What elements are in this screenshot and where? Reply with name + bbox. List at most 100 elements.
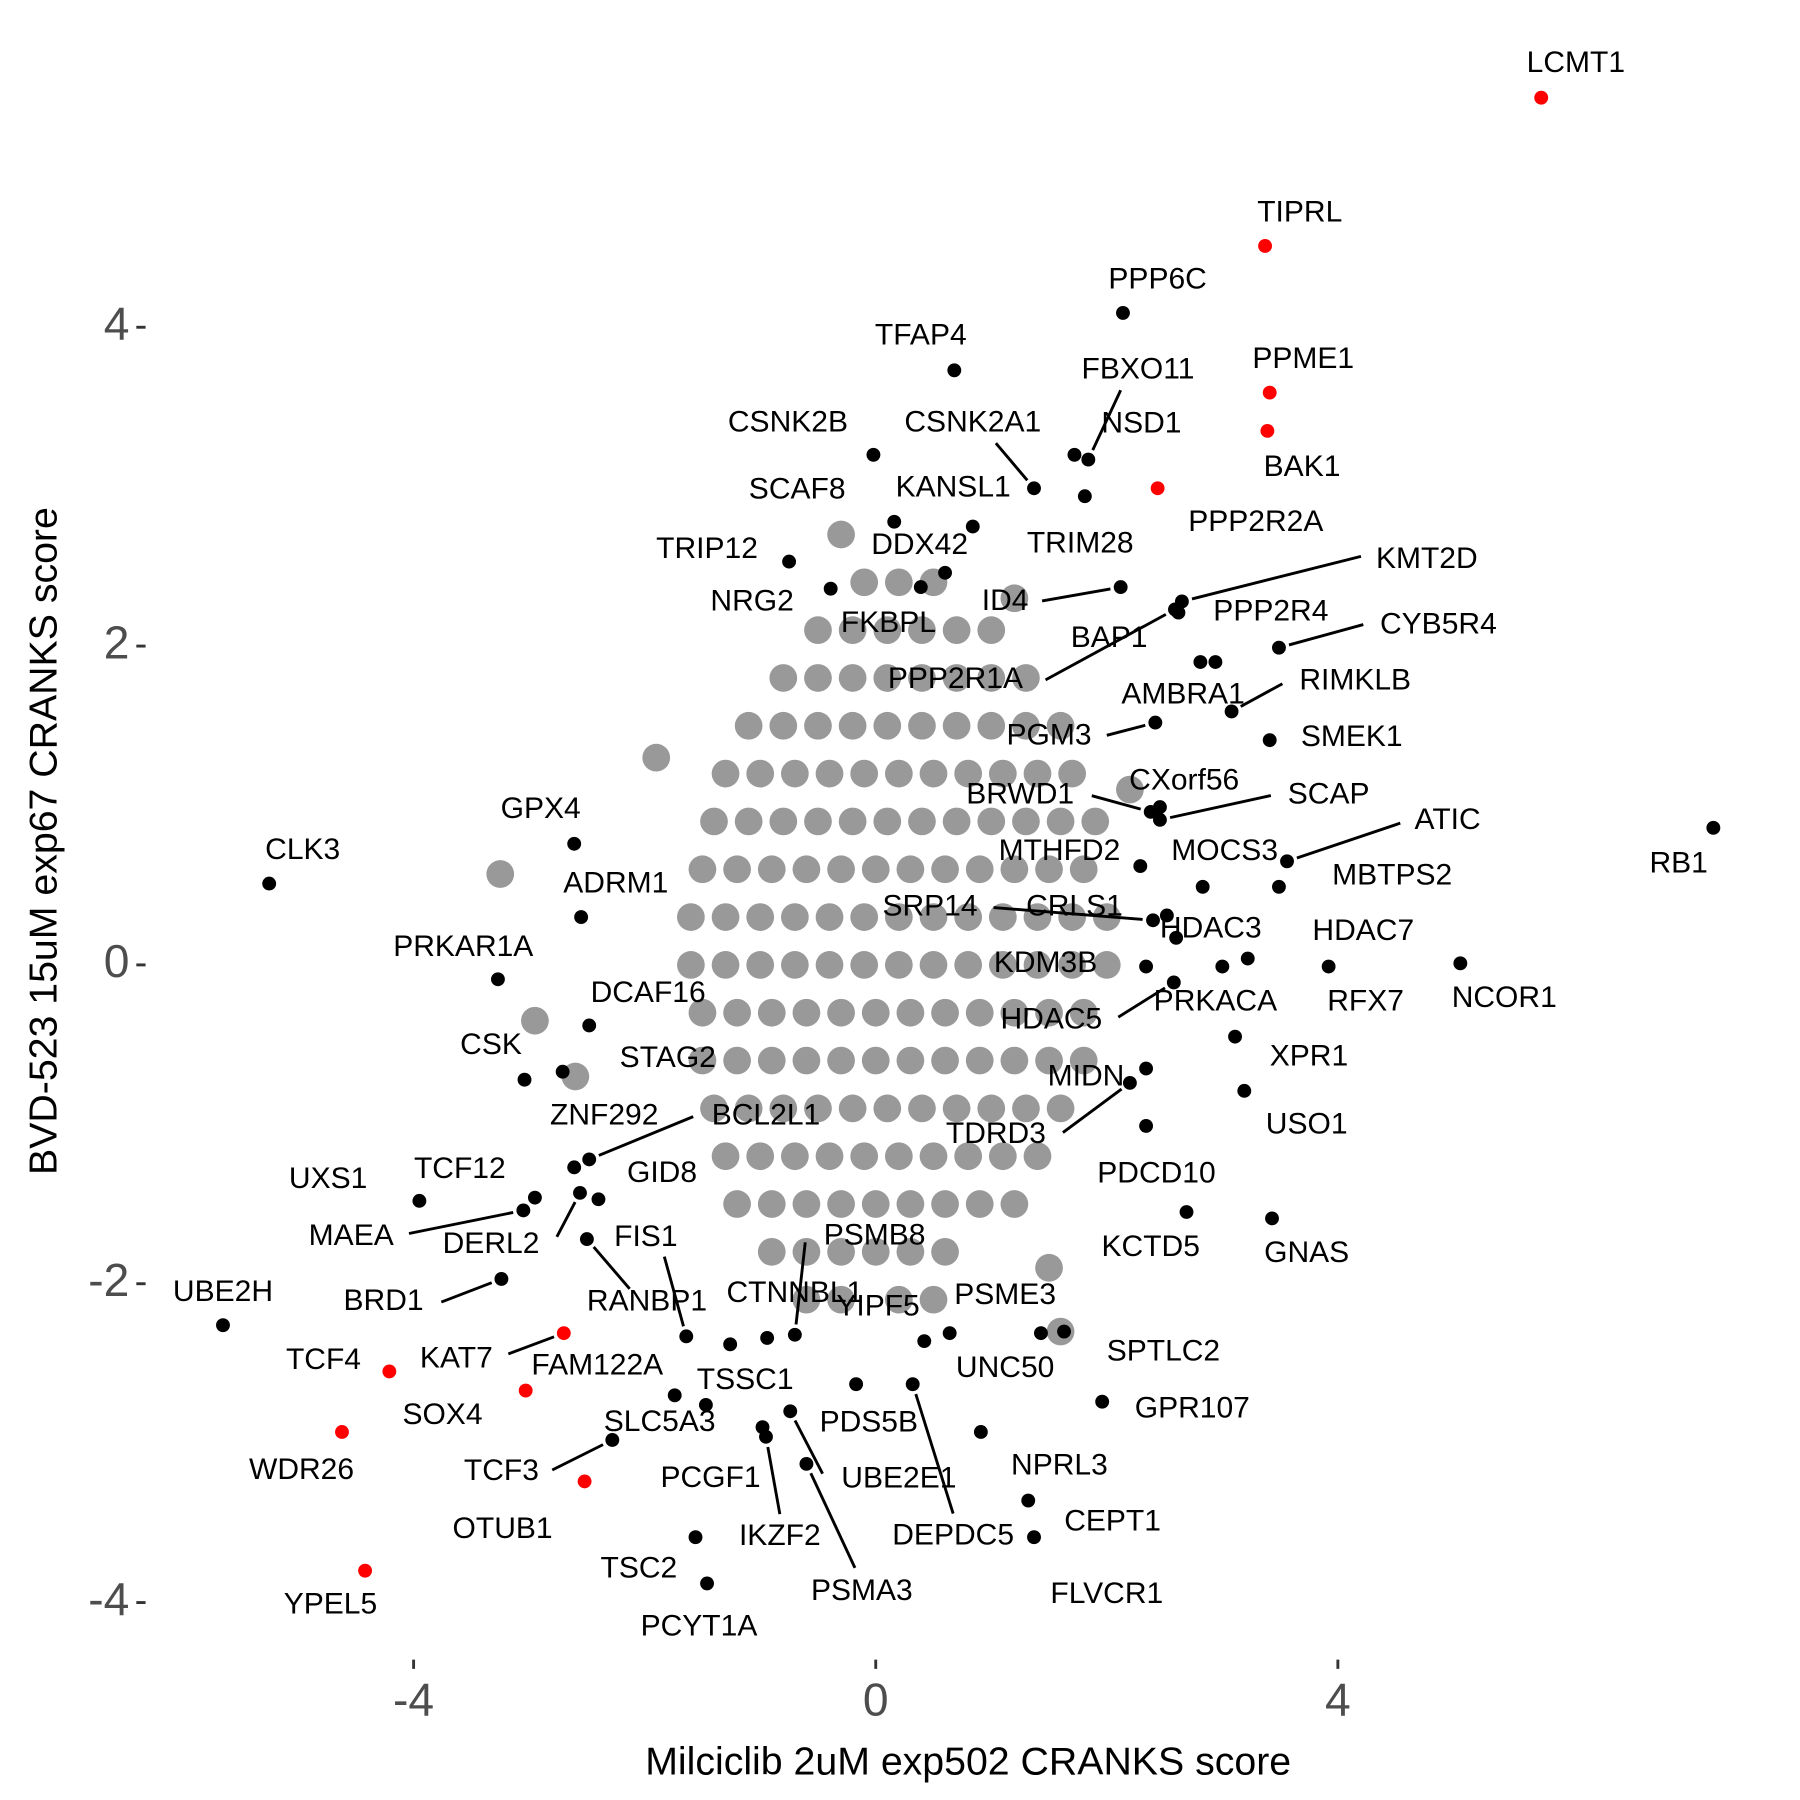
point-label: BRWD1 (966, 778, 1074, 811)
point (1035, 855, 1063, 884)
point (804, 711, 832, 740)
point-label: MOCS3 (1171, 834, 1278, 867)
labeled-point (942, 1326, 957, 1341)
point-label: CSNK2A1 (904, 406, 1041, 439)
point (919, 1285, 948, 1314)
point (815, 951, 844, 979)
point (988, 951, 1017, 979)
point-label: GPR107 (1135, 1392, 1250, 1425)
point (827, 520, 855, 549)
point (908, 711, 936, 740)
point (838, 807, 867, 836)
labeled-point (591, 1192, 606, 1207)
point-label: PGM3 (1006, 718, 1091, 751)
point (838, 711, 867, 740)
labeled-point (1195, 879, 1210, 894)
point-label: RB1 (1649, 847, 1707, 880)
labeled-point (1122, 1075, 1137, 1090)
point-label: BRD1 (344, 1284, 424, 1317)
point (838, 664, 867, 692)
label-connector (1044, 613, 1167, 682)
point (838, 1094, 867, 1123)
x-tick-label: -4 (393, 1674, 434, 1726)
point (850, 1142, 879, 1171)
point (977, 616, 1006, 645)
label-connector (662, 1256, 685, 1327)
labeled-point (1116, 305, 1130, 320)
point (919, 1142, 948, 1171)
point (757, 1190, 786, 1218)
point-label: TFAP4 (875, 319, 967, 352)
labeled-point (700, 1576, 714, 1591)
point-label: SLC5A3 (604, 1405, 716, 1438)
label-connector (440, 1281, 493, 1304)
point (1023, 759, 1052, 788)
label-connector (1091, 794, 1142, 811)
labeled-point (688, 1530, 703, 1545)
point-label: MBTPS2 (1332, 858, 1452, 891)
point (723, 1046, 751, 1075)
point (804, 1094, 832, 1123)
point-label: LCMT1 (1527, 46, 1625, 79)
labeled-point (760, 1331, 775, 1345)
point (977, 664, 1006, 692)
point-label: OTUB1 (453, 1512, 553, 1545)
labeled-point (579, 1232, 594, 1247)
labeled-point (1139, 1118, 1154, 1133)
point-label: PSMA3 (811, 1574, 913, 1607)
label-connector (598, 1115, 694, 1157)
labeled-point (494, 1272, 509, 1286)
point (757, 855, 786, 884)
point (677, 951, 705, 979)
labeled-point (973, 1425, 988, 1439)
labeled-point (1237, 1083, 1252, 1098)
labeled-point (1159, 908, 1174, 923)
labeled-point (1143, 804, 1158, 819)
point-label: PSME3 (954, 1278, 1056, 1311)
point (827, 1190, 855, 1218)
point (827, 855, 855, 884)
point-label: DCAF16 (591, 976, 706, 1009)
point-label: PRKAR1A (393, 930, 533, 963)
point-label: TCF4 (286, 1343, 361, 1376)
point-label: PSMB8 (824, 1218, 926, 1251)
labeled-point (216, 1318, 230, 1333)
point-label: TDRD3 (946, 1117, 1046, 1150)
labeled-point (1224, 704, 1239, 719)
point-label: IKZF2 (739, 1519, 821, 1552)
point-label: PDS5B (820, 1405, 918, 1438)
labeled-point (1077, 489, 1092, 504)
point (757, 998, 786, 1027)
labeled-point (1262, 733, 1277, 748)
point (919, 903, 948, 931)
labeled-point (582, 1152, 597, 1167)
labeled-point (1168, 602, 1182, 617)
labeled-point (938, 565, 952, 580)
labeled-point (1228, 1029, 1242, 1044)
point (884, 568, 913, 597)
point-label: PPP2R4 (1213, 595, 1328, 628)
point (746, 759, 775, 788)
label-connector (809, 1472, 857, 1569)
labeled-point (947, 363, 962, 378)
labeled-point (491, 972, 505, 987)
point (884, 1285, 913, 1314)
point-label: PPP6C (1108, 263, 1206, 296)
point (711, 951, 740, 979)
labeled-point (1034, 1326, 1048, 1341)
labeled-point (1215, 959, 1230, 974)
labeled-point (1453, 956, 1468, 971)
point (1058, 951, 1087, 979)
labeled-point (527, 1190, 542, 1205)
point-label: ATIC (1415, 803, 1481, 836)
point (769, 1094, 798, 1123)
point (954, 951, 983, 979)
point-label: FBXO11 (1082, 353, 1195, 386)
labeled-point (1272, 640, 1286, 655)
point (884, 903, 913, 931)
labeled-point (605, 1433, 620, 1447)
y-tick-label: 2 (104, 616, 130, 668)
point (977, 807, 1006, 836)
point (827, 1237, 855, 1266)
